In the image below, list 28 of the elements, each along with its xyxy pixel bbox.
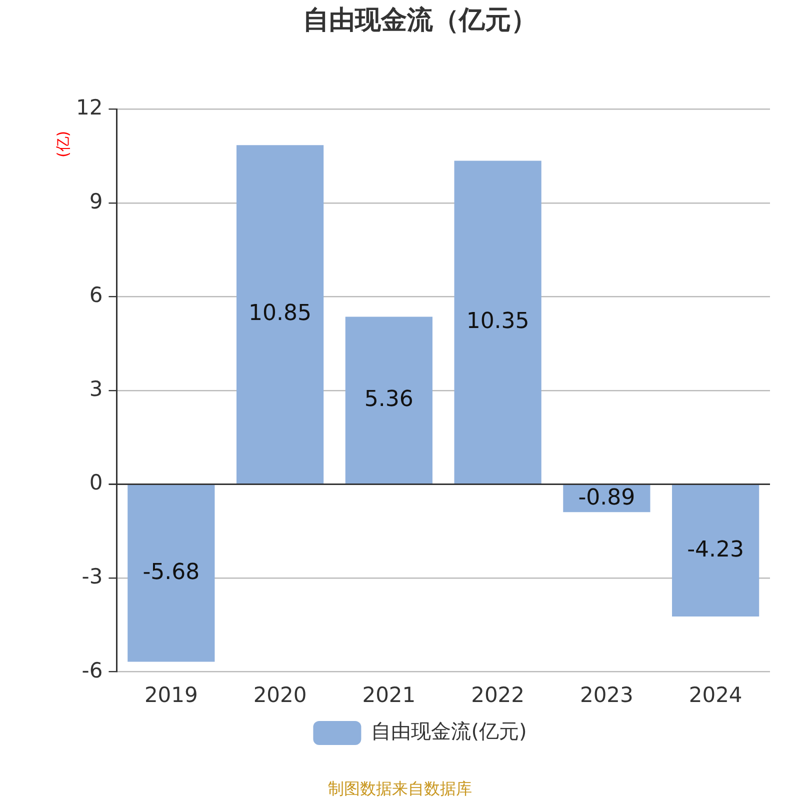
- y-tick-label: 0: [89, 470, 103, 495]
- x-tick-label: 2019: [144, 682, 198, 707]
- x-tick-label: 2020: [253, 682, 307, 707]
- data-label: -5.68: [142, 560, 200, 586]
- data-label: -0.89: [578, 485, 636, 510]
- x-tick-label: 2023: [580, 682, 634, 707]
- data-label: 5.36: [364, 386, 414, 412]
- data-label: 10.85: [248, 301, 312, 326]
- bar: [345, 316, 432, 484]
- bar: [454, 160, 542, 484]
- bar: [236, 145, 324, 484]
- y-tick-label: 9: [89, 189, 103, 214]
- x-tick-label: 2024: [688, 682, 742, 707]
- y-tick-label: 3: [89, 376, 103, 401]
- text: 制图数据来自数据库: [328, 779, 472, 798]
- legend-label: 自由现金流(亿元): [371, 719, 527, 744]
- y-tick-label: 12: [76, 96, 103, 120]
- data-label: 10.35: [466, 308, 530, 334]
- chart-title: 自由现金流（亿元）: [303, 5, 537, 36]
- y-axis-title: (亿): [54, 130, 72, 158]
- x-tick-label: 2022: [471, 682, 525, 707]
- data-label: -4.23: [687, 537, 744, 562]
- y-tick-label: -3: [82, 564, 103, 588]
- y-tick-label: -6: [82, 658, 103, 682]
- y-tick-label: 6: [89, 283, 103, 308]
- x-tick-label: 2021: [362, 682, 416, 707]
- bar: [128, 485, 215, 662]
- bar: [672, 485, 760, 616]
